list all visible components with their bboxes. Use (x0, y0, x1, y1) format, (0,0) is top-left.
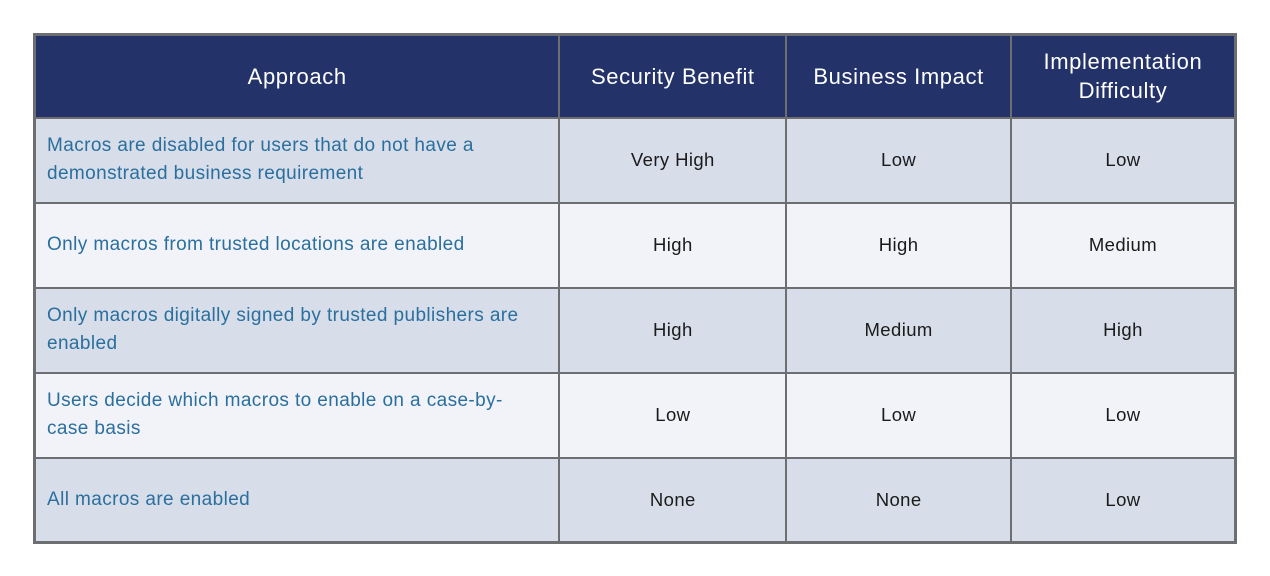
table-header: Approach Security Benefit Business Impac… (33, 33, 1237, 119)
table-body: Macros are disabled for users that do no… (33, 116, 1237, 544)
column-header-approach: Approach (33, 33, 561, 119)
implementation-difficulty-cell: High (1009, 286, 1237, 374)
business-impact-cell: None (785, 456, 1012, 544)
header-row: Approach Security Benefit Business Impac… (33, 33, 1237, 119)
approach-cell: Users decide which macros to enable on a… (33, 371, 561, 459)
implementation-difficulty-cell: Medium (1009, 201, 1237, 289)
business-impact-cell: Low (785, 371, 1012, 459)
approach-cell: All macros are enabled (33, 456, 561, 544)
security-benefit-cell: High (558, 286, 788, 374)
business-impact-cell: Medium (785, 286, 1012, 374)
table-row: Macros are disabled for users that do no… (33, 116, 1237, 204)
security-benefit-cell: Very High (558, 116, 788, 204)
implementation-difficulty-cell: Low (1009, 456, 1237, 544)
macro-security-table: Approach Security Benefit Business Impac… (33, 33, 1237, 544)
table-row: All macros are enabled None None Low (33, 456, 1237, 544)
implementation-difficulty-cell: Low (1009, 371, 1237, 459)
table-row: Users decide which macros to enable on a… (33, 371, 1237, 459)
column-header-security-benefit: Security Benefit (558, 33, 788, 119)
approach-cell: Only macros digitally signed by trusted … (33, 286, 561, 374)
business-impact-cell: High (785, 201, 1012, 289)
column-header-implementation-difficulty: Implementation Difficulty (1009, 33, 1237, 119)
security-benefit-cell: High (558, 201, 788, 289)
business-impact-cell: Low (785, 116, 1012, 204)
approach-cell: Macros are disabled for users that do no… (33, 116, 561, 204)
column-header-business-impact: Business Impact (785, 33, 1012, 119)
implementation-difficulty-cell: Low (1009, 116, 1237, 204)
security-benefit-cell: Low (558, 371, 788, 459)
security-benefit-cell: None (558, 456, 788, 544)
macro-security-table-container: Approach Security Benefit Business Impac… (33, 33, 1237, 544)
table-row: Only macros from trusted locations are e… (33, 201, 1237, 289)
table-row: Only macros digitally signed by trusted … (33, 286, 1237, 374)
approach-cell: Only macros from trusted locations are e… (33, 201, 561, 289)
